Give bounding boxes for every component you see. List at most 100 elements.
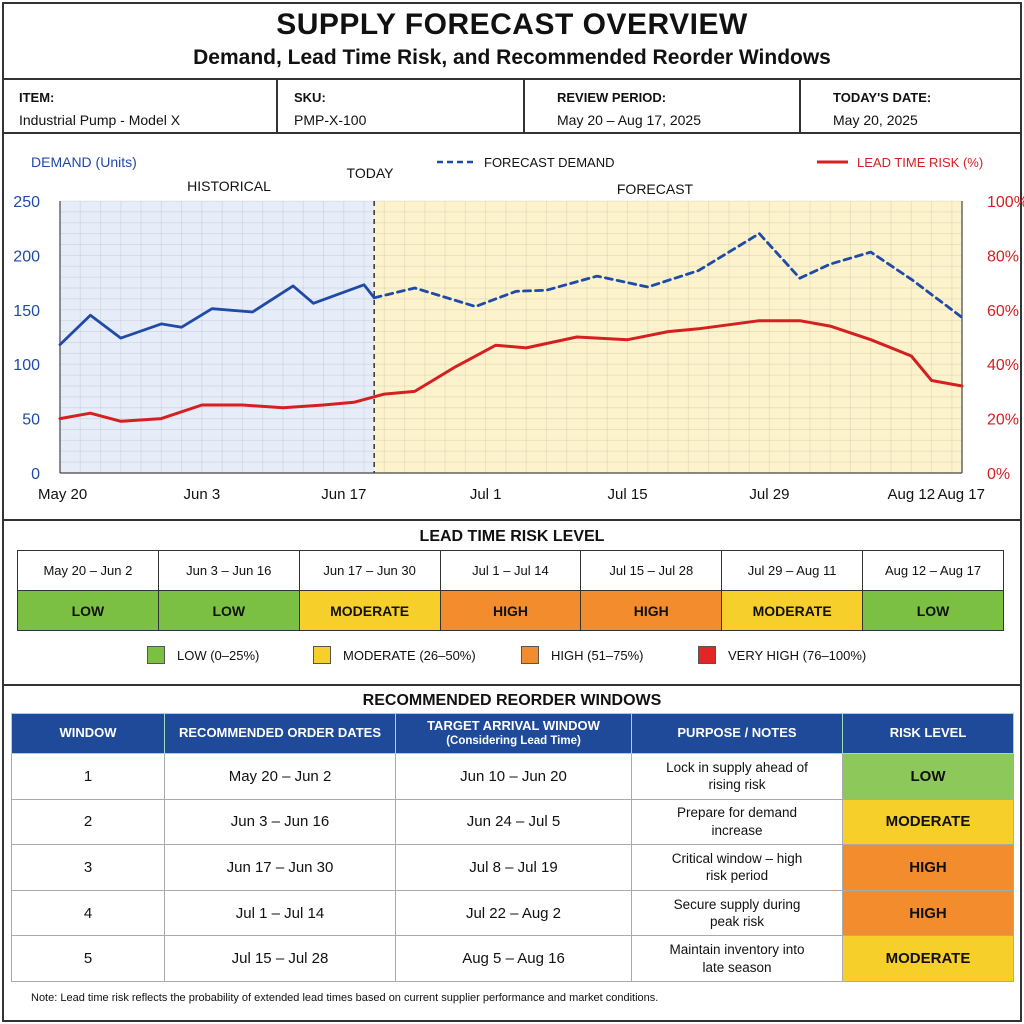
info-today-label: TODAY'S DATE: [833, 90, 932, 105]
risk-period-range: Jun 3 – Jun 16 [157, 550, 300, 591]
y-tick-label-left: 150 [13, 303, 40, 320]
note-line: Prepare for demand [676, 805, 798, 821]
cell-order-dates: Jul 1 – Jul 14 [164, 889, 396, 937]
info-review-period-label: REVIEW PERIOD: [557, 90, 667, 105]
chart-axes [59, 201, 963, 474]
demand-risk-chart: 0 50 100 150 200 250 0% 20% 40% 60% 80% 100% May 20 J… [13, 154, 1024, 503]
cell-window: 3 [11, 844, 165, 891]
historical-demand-line [58, 283, 376, 347]
risk-level-title: LEAD TIME RISK LEVEL [419, 528, 605, 545]
info-sku-value: PMP-X-100 [294, 112, 367, 128]
cell-arrival: Jun 10 – Jun 20 [395, 753, 632, 800]
risk-legend: LOW (0–25%) MODERATE (26–50%) HIGH (51–7… [0, 646, 1024, 668]
y-tick-label-right: 0% [987, 466, 1010, 483]
y-tick-label-left: 250 [13, 194, 40, 211]
forecast-demand-line [372, 232, 964, 319]
reorder-title: RECOMMENDED REORDER WINDOWS [362, 692, 662, 709]
reorder-header-row: WINDOW RECOMMENDED ORDER DATES TARGET AR… [11, 713, 1014, 754]
cell-order-dates: Jul 15 – Jul 28 [164, 935, 396, 982]
legend-low-label: LOW (0–25%) [177, 647, 260, 663]
cell-window: 4 [11, 889, 165, 937]
page-title: SUPPLY FORECAST OVERVIEW [276, 8, 748, 41]
legend-risk-label: LEAD TIME RISK (%) [857, 155, 983, 170]
legend-high: HIGH (51–75%) [521, 646, 643, 664]
info-item-value: Industrial Pump - Model X [19, 112, 181, 128]
risk-period-range: Jul 29 – Aug 11 [721, 550, 864, 591]
info-today: TODAY'S DATE: May 20, 2025 [801, 80, 1021, 132]
cell-purpose: Secure supply during peak risk [631, 889, 843, 937]
chart-gridlines [59, 200, 962, 474]
risk-period-level: MODERATE [721, 590, 864, 631]
cell-risk: LOW [842, 753, 1014, 800]
today-label: TODAY [347, 165, 395, 181]
footnote: Note: Lead time risk reflects the probab… [31, 992, 659, 1004]
cell-arrival: Jun 24 – Jul 5 [395, 798, 632, 846]
info-bar: ITEM: Industrial Pump - Model X SKU: PMP… [3, 78, 1021, 134]
note-line: rising risk [708, 777, 766, 793]
col-header-risk: RISK LEVEL [842, 713, 1014, 754]
historical-label: HISTORICAL [187, 178, 271, 194]
cell-risk: HIGH [842, 889, 1014, 937]
y-tick-label-right: 60% [987, 303, 1019, 320]
cell-order-dates: May 20 – Jun 2 [164, 753, 396, 800]
note-line: peak risk [709, 914, 765, 930]
risk-period-level: LOW [862, 590, 1004, 631]
x-tick-label: Jul 29 [749, 486, 789, 503]
risk-period-level: HIGH [580, 590, 723, 631]
y-tick-label-left: 0 [31, 466, 40, 483]
cell-risk: HIGH [842, 844, 1014, 891]
note-line: Maintain inventory into [669, 942, 805, 958]
cell-window: 5 [11, 935, 165, 982]
legend-forecast-label: FORECAST DEMAND [484, 155, 615, 170]
page-subtitle: Demand, Lead Time Risk, and Recommended … [193, 46, 831, 69]
reorder-table: WINDOW RECOMMENDED ORDER DATES TARGET AR… [11, 713, 1014, 982]
note-line: late season [702, 959, 772, 975]
cell-order-dates: Jun 17 – Jun 30 [164, 844, 396, 891]
x-tick-label: May 20 [38, 486, 87, 503]
chart-tick-labels: 0 50 100 150 200 250 0% 20% 40% 60% 80% 100% May 20 J… [13, 194, 1024, 503]
x-tick-label: Aug 17 [937, 486, 985, 503]
legend-moderate-swatch [313, 646, 331, 664]
info-review-period: REVIEW PERIOD: May 20 – Aug 17, 2025 [525, 80, 801, 132]
risk-period-level: HIGH [439, 590, 582, 631]
note-line: Secure supply during [673, 896, 801, 912]
x-tick-label: Jun 3 [184, 486, 221, 503]
cell-purpose: Lock in supply ahead of rising risk [631, 753, 843, 800]
y-tick-label-right: 20% [987, 412, 1019, 429]
cell-window: 2 [11, 798, 165, 846]
lead-time-risk-line [58, 319, 964, 423]
historical-region [60, 201, 375, 473]
cell-risk: MODERATE [842, 798, 1014, 846]
forecast-label: FORECAST [617, 181, 694, 197]
y-tick-label-right: 100% [987, 194, 1024, 211]
table-row: 1 May 20 – Jun 2 Jun 10 – Jun 20 Lock in… [11, 753, 1014, 800]
chart-series [58, 232, 964, 423]
info-item-label: ITEM: [19, 90, 55, 105]
cell-risk: MODERATE [842, 935, 1014, 982]
y-axis-left-label: DEMAND (Units) [31, 154, 137, 170]
risk-period-level: LOW [157, 590, 300, 631]
note-line: Lock in supply ahead of [666, 759, 808, 775]
y-tick-label-right: 40% [987, 357, 1019, 374]
risk-period-level: MODERATE [298, 590, 441, 631]
legend-moderate-label: MODERATE (26–50%) [343, 647, 476, 663]
col-header-arrival: TARGET ARRIVAL WINDOW (Considering Lead … [395, 713, 632, 754]
section-divider [3, 684, 1021, 686]
col-header-arrival-title: TARGET ARRIVAL WINDOW [427, 718, 600, 734]
risk-period-range: Jul 1 – Jul 14 [439, 550, 582, 591]
risk-level-table: May 20 – Jun 2 Jun 3 – Jun 16 Jun 17 – J… [17, 550, 1004, 631]
legend-moderate: MODERATE (26–50%) [313, 646, 476, 664]
section-divider [3, 519, 1021, 521]
cell-window: 1 [11, 753, 165, 800]
col-header-window: WINDOW [11, 713, 165, 754]
risk-period-range: Jul 15 – Jul 28 [580, 550, 723, 591]
cell-arrival: Aug 5 – Aug 16 [395, 935, 632, 982]
cell-purpose: Prepare for demand increase [631, 798, 843, 846]
x-tick-label: Jul 15 [608, 486, 648, 503]
x-tick-label: Jul 1 [470, 486, 502, 503]
note-line: risk period [705, 868, 769, 884]
table-row: 3 Jun 17 – Jun 30 Jul 8 – Jul 19 Critica… [11, 844, 1014, 891]
x-tick-label: Jun 17 [321, 486, 366, 503]
col-header-order-dates: RECOMMENDED ORDER DATES [164, 713, 396, 754]
